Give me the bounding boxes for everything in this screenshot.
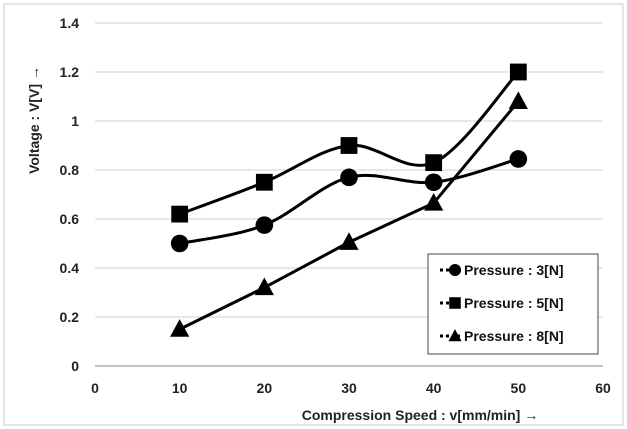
data-point-triangle [424, 192, 444, 211]
data-point-square [340, 137, 358, 154]
legend-marker-triangle [448, 329, 462, 342]
chart-frame [3, 3, 624, 426]
data-point-circle [424, 173, 443, 192]
data-point-triangle [508, 91, 528, 109]
data-point-triangle [170, 319, 190, 337]
legend-label: Pressure : 5[N] [464, 295, 564, 311]
x-tick-label: 10 [172, 380, 188, 396]
x-tick-label: 30 [341, 380, 357, 396]
data-point-circle [255, 216, 274, 234]
data-point-square [425, 154, 443, 172]
x-tick-label: 50 [511, 380, 527, 396]
data-point-square [171, 205, 189, 223]
data-point-circle [340, 168, 358, 187]
y-axis-title: Voltage : V[V] → [26, 66, 42, 174]
y-tick-label: 0.2 [60, 309, 80, 325]
y-tick-label: 0.6 [60, 211, 80, 227]
data-point-triangle [254, 277, 274, 296]
x-tick-label: 60 [595, 380, 611, 396]
axes: 0 0.2 0.4 0.6 0.8 1 1.2 1.4 0 10 20 30 40 50 60 [60, 15, 611, 396]
y-tick-label: 1.4 [60, 15, 80, 31]
data-point-circle [170, 234, 189, 253]
series-markers [170, 63, 528, 337]
x-tick-label: 40 [426, 380, 442, 396]
y-tick-label: 1 [71, 113, 79, 129]
legend: Pressure : 3[N] Pressure : 5[N] Pressure :… [427, 253, 599, 355]
y-tick-label: 0.4 [60, 260, 80, 276]
y-tick-label: 0 [71, 358, 79, 374]
y-tick-label: 0.8 [60, 162, 80, 178]
data-point-triangle [339, 232, 359, 250]
data-point-square [255, 173, 273, 191]
x-tick-label: 0 [91, 380, 99, 396]
legend-label: Pressure : 3[N] [464, 262, 564, 278]
legend-label: Pressure : 8[N] [464, 328, 564, 344]
x-axis-title: Compression Speed : v[mm/min] → [302, 407, 538, 423]
x-tick-label: 20 [257, 380, 273, 396]
y-tick-label: 1.2 [60, 64, 80, 80]
data-point-circle [509, 150, 528, 168]
legend-marker-square [449, 297, 461, 309]
data-point-square [509, 63, 527, 81]
legend-marker-circle [448, 263, 462, 277]
